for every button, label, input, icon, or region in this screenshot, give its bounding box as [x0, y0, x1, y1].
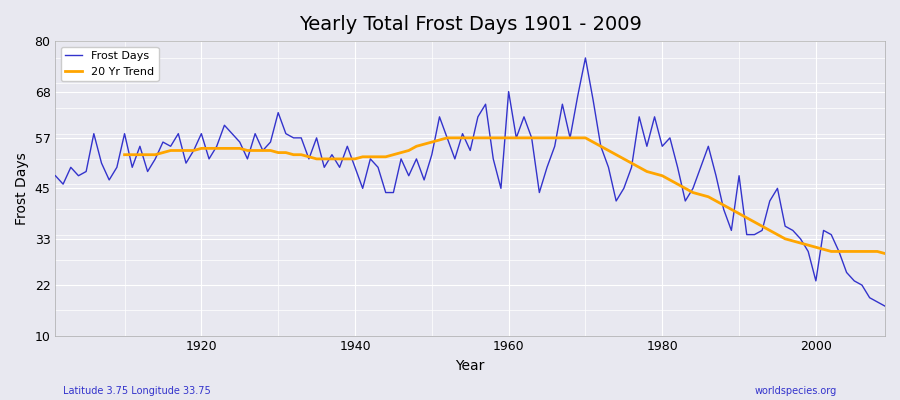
Frost Days: [281, 131, 292, 136]
20 Yr Trend: [849, 249, 859, 254]
Y-axis label: Frost Days: Frost Days: [15, 152, 29, 225]
Frost Days: [112, 165, 122, 170]
Frost Days: [879, 304, 890, 308]
20 Yr Trend: [879, 251, 890, 256]
20 Yr Trend: [826, 249, 837, 254]
Line: 20 Yr Trend: 20 Yr Trend: [124, 138, 885, 254]
Frost Days: [503, 89, 514, 94]
Frost Days: [327, 152, 338, 157]
Legend: Frost Days, 20 Yr Trend: Frost Days, 20 Yr Trend: [61, 47, 158, 81]
20 Yr Trend: [442, 136, 453, 140]
X-axis label: Year: Year: [455, 359, 485, 373]
20 Yr Trend: [119, 152, 130, 157]
20 Yr Trend: [266, 148, 276, 153]
Text: worldspecies.org: worldspecies.org: [755, 386, 837, 396]
Frost Days: [580, 56, 590, 60]
Frost Days: [496, 186, 507, 191]
Frost Days: [603, 165, 614, 170]
Frost Days: [50, 173, 61, 178]
20 Yr Trend: [296, 152, 307, 157]
20 Yr Trend: [518, 136, 529, 140]
20 Yr Trend: [580, 136, 590, 140]
Title: Yearly Total Frost Days 1901 - 2009: Yearly Total Frost Days 1901 - 2009: [299, 15, 642, 34]
Line: Frost Days: Frost Days: [56, 58, 885, 306]
Text: Latitude 3.75 Longitude 33.75: Latitude 3.75 Longitude 33.75: [63, 386, 211, 396]
